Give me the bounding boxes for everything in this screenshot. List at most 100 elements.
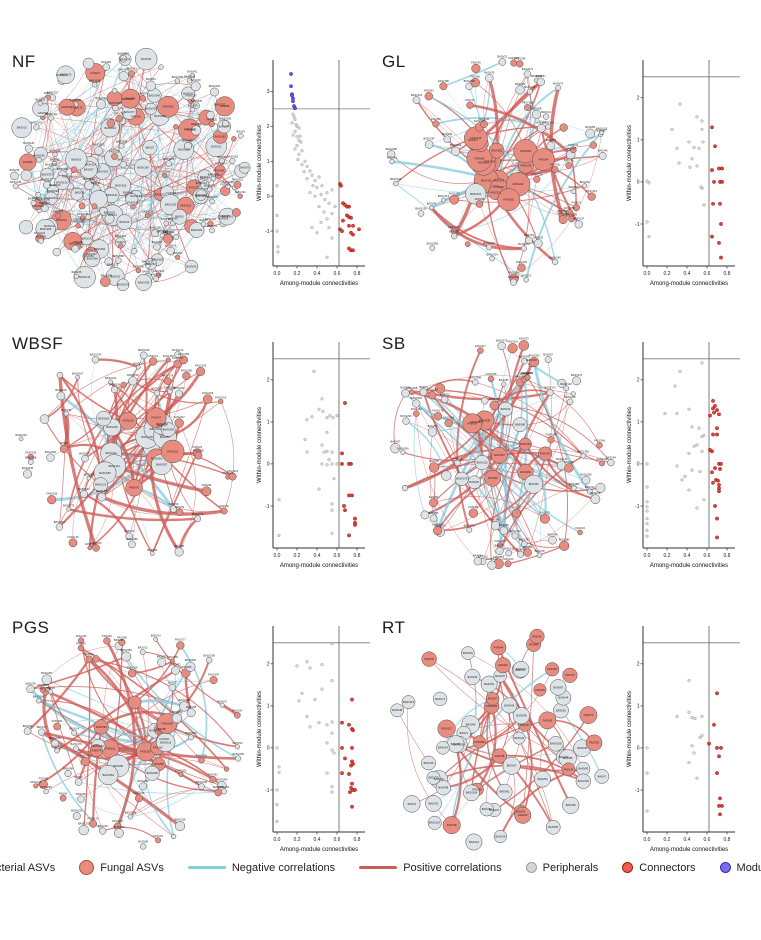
- scatter-plot-rt: 0.0 0.2 0.4 0.6 0.8 -1 0 1 2 Among-module connect…: [627, 626, 740, 853]
- svg-text:BASV257: BASV257: [118, 52, 130, 56]
- svg-text:0.2: 0.2: [664, 271, 671, 277]
- panel-title-nf: NF: [12, 52, 36, 71]
- svg-text:FASV92: FASV92: [131, 115, 141, 119]
- svg-text:FASV213: FASV213: [493, 555, 505, 559]
- svg-text:0.4: 0.4: [314, 837, 321, 843]
- svg-text:BASV274: BASV274: [117, 283, 129, 287]
- svg-text:BASV142: BASV142: [118, 68, 130, 72]
- svg-text:FASV74: FASV74: [92, 749, 102, 753]
- svg-text:BASV1: BASV1: [460, 731, 469, 735]
- svg-text:FASV55: FASV55: [547, 667, 557, 671]
- svg-text:BASV34: BASV34: [467, 675, 477, 679]
- svg-text:FASV33: FASV33: [519, 337, 529, 341]
- svg-text:BASV141: BASV141: [184, 75, 196, 79]
- svg-text:0: 0: [267, 194, 270, 200]
- svg-text:BASV92: BASV92: [152, 240, 162, 244]
- svg-text:BASV74: BASV74: [120, 57, 130, 61]
- svg-text:BASV52: BASV52: [428, 424, 438, 428]
- svg-text:BASV39: BASV39: [188, 104, 198, 108]
- svg-text:FASV218: FASV218: [73, 220, 85, 224]
- svg-text:BASV185: BASV185: [578, 450, 590, 454]
- svg-text:BASV95: BASV95: [174, 544, 184, 548]
- svg-text:FASV168: FASV168: [509, 270, 521, 274]
- svg-text:BASV107: BASV107: [429, 821, 441, 825]
- svg-text:FASV52: FASV52: [159, 737, 169, 741]
- svg-text:BASV153: BASV153: [192, 512, 204, 516]
- svg-text:BASV290: BASV290: [45, 450, 57, 454]
- svg-text:BASV103: BASV103: [578, 779, 590, 783]
- svg-text:FASV251: FASV251: [489, 397, 501, 401]
- svg-text:FASV72: FASV72: [565, 673, 575, 677]
- svg-text:0.0: 0.0: [644, 271, 651, 277]
- svg-text:FASV14: FASV14: [148, 354, 158, 358]
- svg-text:BASV158: BASV158: [196, 780, 208, 784]
- svg-text:BASV24: BASV24: [438, 746, 448, 750]
- svg-text:FASV18: FASV18: [447, 823, 457, 827]
- svg-text:BASV49: BASV49: [434, 777, 444, 781]
- svg-text:BASV180: BASV180: [99, 471, 111, 475]
- svg-text:FASV36: FASV36: [163, 231, 173, 235]
- svg-text:FASV212: FASV212: [513, 182, 525, 186]
- svg-text:FASV292: FASV292: [151, 456, 163, 460]
- svg-text:Among-module connectivities: Among-module connectivities: [650, 281, 728, 287]
- panel-sb: SB FASV107 BASV113 FASV83 FASV149 FASV252 BAS…: [376, 326, 741, 580]
- svg-text:BASV40: BASV40: [559, 755, 569, 759]
- svg-text:FASV104: FASV104: [503, 557, 515, 561]
- svg-text:FASV268: FASV268: [406, 386, 418, 390]
- svg-text:BASV235: BASV235: [191, 99, 203, 103]
- svg-text:FASV91: FASV91: [516, 810, 526, 814]
- svg-text:0.4: 0.4: [314, 553, 321, 559]
- scatter-plot-nf: 0.0 0.2 0.4 0.6 0.8 -1 0 1 2 3 Among-module connec…: [257, 60, 370, 287]
- svg-text:BASV48: BASV48: [438, 786, 448, 790]
- svg-text:BASV39: BASV39: [463, 651, 473, 655]
- svg-text:BASV87: BASV87: [469, 480, 479, 484]
- peripheral-dot-icon: [525, 862, 537, 873]
- svg-text:BASV84: BASV84: [34, 204, 44, 208]
- svg-text:BASV236: BASV236: [47, 189, 59, 193]
- svg-text:BASV104: BASV104: [466, 791, 478, 795]
- svg-text:BASV103: BASV103: [113, 825, 125, 829]
- svg-text:BASV131: BASV131: [556, 457, 568, 461]
- svg-text:BASV21: BASV21: [75, 191, 85, 195]
- svg-text:FASV14: FASV14: [138, 92, 148, 96]
- svg-text:1: 1: [267, 704, 270, 710]
- svg-text:BASV14: BASV14: [69, 726, 79, 730]
- svg-text:FASV51: FASV51: [572, 201, 582, 205]
- svg-text:BASV225: BASV225: [71, 809, 83, 813]
- svg-text:FASV187: FASV187: [494, 185, 506, 189]
- svg-text:FASV131: FASV131: [215, 161, 227, 165]
- svg-text:FASV3: FASV3: [117, 240, 126, 244]
- svg-text:BASV120: BASV120: [483, 241, 495, 245]
- svg-text:BASV210: BASV210: [54, 520, 66, 524]
- svg-text:FASV149: FASV149: [520, 442, 532, 446]
- svg-text:BASV202: BASV202: [191, 228, 203, 232]
- svg-text:BASV9: BASV9: [240, 166, 249, 170]
- svg-text:FASV34: FASV34: [539, 158, 549, 162]
- svg-text:BASV59: BASV59: [124, 529, 134, 533]
- svg-text:FASV182: FASV182: [215, 134, 227, 138]
- svg-text:FASV35: FASV35: [102, 634, 112, 638]
- svg-text:BASV105: BASV105: [453, 742, 465, 746]
- network-wbsf: BASV114 BASV142 BASV218 FASV292 BASV180 BASV2…: [15, 348, 239, 557]
- svg-text:BASV18: BASV18: [141, 57, 151, 61]
- svg-text:FASV118: FASV118: [46, 492, 57, 496]
- svg-text:FASV237: FASV237: [155, 192, 167, 196]
- svg-text:0: 0: [637, 180, 640, 186]
- svg-text:BASV142: BASV142: [109, 464, 121, 468]
- svg-text:BASV175: BASV175: [571, 373, 583, 377]
- svg-text:BASV33: BASV33: [566, 147, 576, 151]
- svg-text:FASV75: FASV75: [515, 375, 525, 379]
- svg-text:Among-module connectivities: Among-module connectivities: [650, 563, 728, 569]
- svg-text:BASV122: BASV122: [95, 96, 107, 100]
- svg-text:BASV269: BASV269: [94, 247, 106, 251]
- svg-text:BASV53: BASV53: [524, 233, 534, 237]
- svg-text:FASV61: FASV61: [85, 542, 95, 546]
- svg-text:BASV82: BASV82: [101, 60, 111, 64]
- svg-text:FASV290: FASV290: [180, 665, 192, 669]
- svg-text:BASV287: BASV287: [423, 137, 435, 141]
- svg-text:BASV71: BASV71: [435, 697, 445, 701]
- svg-text:BASV35: BASV35: [9, 168, 19, 172]
- svg-text:FASV221: FASV221: [227, 469, 239, 473]
- svg-text:BASV149: BASV149: [149, 93, 161, 97]
- svg-text:BASV85: BASV85: [113, 764, 123, 768]
